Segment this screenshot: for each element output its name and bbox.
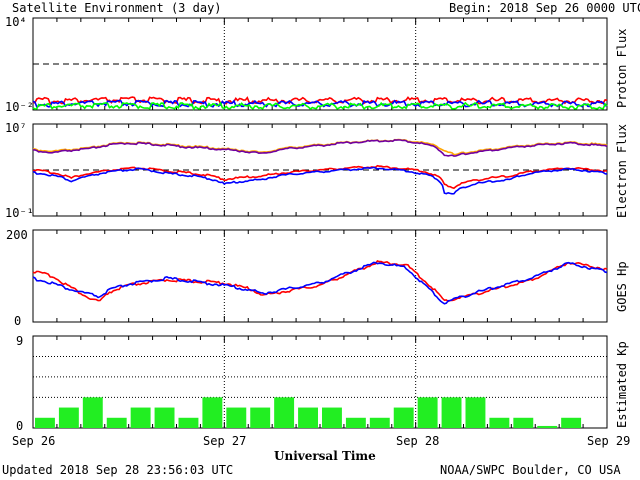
kp-bar	[369, 417, 390, 428]
proton-flux-label: Proton Flux	[615, 28, 629, 108]
proton-green-trace	[32, 101, 608, 111]
panel-frame-2	[32, 229, 608, 323]
proton-y-min: 10⁻²	[5, 100, 34, 114]
electron-y-max: 10⁷	[5, 121, 27, 135]
kp-bar	[417, 397, 438, 428]
x-axis-label: Universal Time	[274, 449, 376, 463]
kp-bar	[489, 417, 510, 428]
begin-time: Begin: 2018 Sep 26 0000 UTC	[449, 1, 640, 15]
credit: NOAA/SWPC Boulder, CO USA	[440, 463, 621, 477]
kp-bar	[393, 407, 414, 428]
electron-purple-trace	[33, 139, 608, 157]
kp-bar	[513, 417, 534, 428]
kp-bar	[154, 407, 175, 428]
kp-bar	[178, 417, 199, 428]
kp-bar	[465, 397, 486, 428]
hp-blue-trace	[32, 261, 608, 305]
kp-y-max: 9	[16, 334, 24, 348]
kp-bar	[298, 407, 318, 428]
kp-bar	[58, 407, 79, 428]
kp-bar	[226, 407, 247, 428]
hp-y-min: 0	[14, 314, 22, 328]
kp-bar	[35, 417, 55, 428]
panel-frame-3	[32, 335, 608, 429]
chart-title: Satellite Environment (3 day)	[12, 1, 222, 15]
updated-timestamp: Updated 2018 Sep 28 23:56:03 UTC	[2, 463, 234, 477]
kp-bar	[274, 397, 295, 428]
kp-bar	[537, 425, 558, 428]
x-tick-sep28: Sep 28	[396, 434, 440, 448]
kp-bar	[561, 417, 582, 428]
electron-blue-trace	[32, 166, 608, 195]
hp-y-max: 200	[6, 228, 28, 242]
estimated-kp-label: Estimated Kp	[615, 341, 629, 428]
kp-bar	[250, 407, 271, 428]
panel-frame-0	[32, 17, 608, 111]
kp-bar	[106, 417, 127, 428]
kp-bar	[82, 397, 103, 428]
kp-bar	[441, 397, 462, 428]
x-tick-sep27: Sep 27	[203, 434, 247, 448]
goes-hp-label: GOES Hp	[615, 261, 629, 312]
electron-red-trace	[32, 164, 608, 190]
x-tick-sep26: Sep 26	[12, 434, 56, 448]
kp-y-min: 0	[16, 419, 24, 433]
kp-bar	[345, 417, 366, 428]
kp-bar	[130, 407, 151, 428]
kp-bar	[202, 397, 223, 428]
electron-y-min: 10⁻¹	[5, 206, 34, 220]
proton-y-max: 10⁴	[5, 15, 27, 29]
kp-bar	[322, 407, 342, 428]
x-tick-sep29: Sep 29	[587, 434, 631, 448]
electron-flux-label: Electron Flux	[615, 124, 629, 218]
